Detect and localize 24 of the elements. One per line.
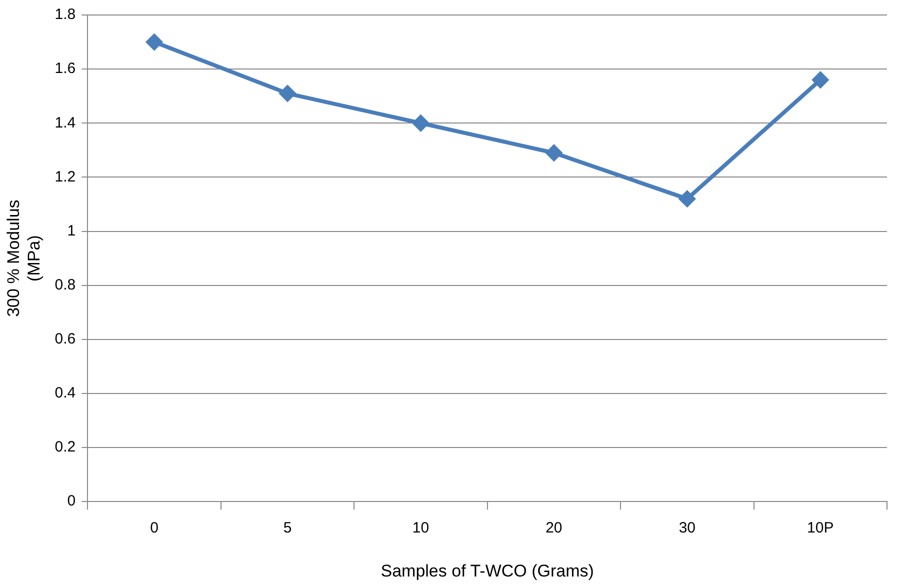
- y-tick-label: 1: [67, 222, 76, 240]
- y-tick-label: 0.6: [54, 330, 76, 348]
- point: [546, 144, 562, 161]
- point: [679, 190, 696, 207]
- y-tick-label: 1.4: [54, 114, 76, 132]
- x-tick-label: 10P: [807, 520, 834, 537]
- x-axis-title: Samples of T-WCO (Grams): [380, 561, 594, 580]
- x-tick-label: 20: [546, 520, 562, 537]
- x-tick-label: 5: [283, 520, 292, 537]
- x-tick-label: 10: [412, 520, 430, 537]
- y-tick-label: 1.8: [54, 6, 76, 24]
- y-tick-label: 1.6: [54, 60, 76, 78]
- point: [146, 34, 162, 50]
- y-tick-label: 0.4: [54, 384, 76, 402]
- point: [279, 85, 296, 102]
- x-tick-label: 30: [678, 520, 696, 537]
- y-tick-label: 0: [67, 492, 76, 510]
- x-tick-label: 0: [150, 520, 158, 537]
- point: [812, 72, 828, 88]
- y-axis-title: 300 % Modulus (MPa): [4, 200, 44, 317]
- y-tick-label: 1.2: [54, 168, 76, 186]
- y-tick-label: 0.8: [54, 276, 76, 294]
- point: [412, 115, 429, 132]
- y-tick-label: 0.2: [54, 438, 76, 456]
